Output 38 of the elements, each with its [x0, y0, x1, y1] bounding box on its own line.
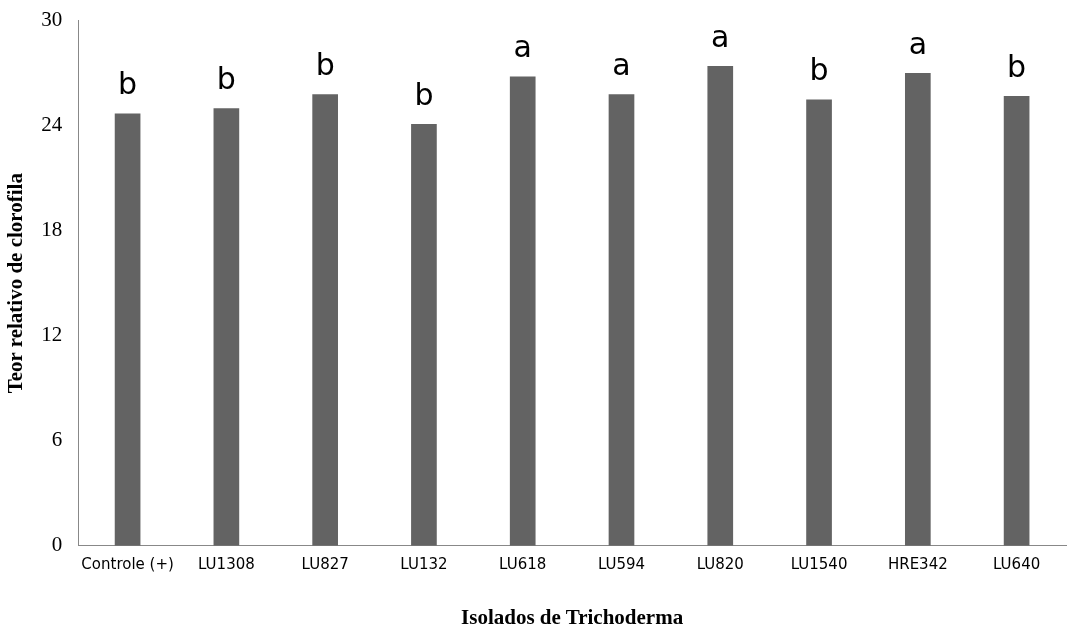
bar — [904, 73, 931, 546]
y-axis-title: Teor relativo de clorofila — [3, 172, 28, 394]
x-tick-label: LU1540 — [790, 554, 848, 573]
y-tick-label: 12 — [41, 322, 63, 347]
y-tick-label: 24 — [41, 112, 63, 137]
annotation: b — [809, 52, 829, 88]
annotation: a — [513, 29, 532, 65]
bar — [1003, 95, 1030, 546]
x-tick-label: LU618 — [499, 554, 547, 573]
x-tick-label: HRE342 — [887, 554, 948, 573]
y-tick-label: 0 — [51, 532, 63, 557]
bar — [707, 66, 734, 546]
x-axis-title: Isolados de Trichoderma — [461, 604, 684, 629]
bar — [213, 108, 240, 546]
annotation: b — [118, 66, 138, 102]
annotation: a — [612, 46, 631, 82]
annotation: b — [315, 46, 335, 82]
x-tick-label: LU820 — [696, 554, 744, 573]
x-tick-label: LU827 — [301, 554, 349, 573]
annotation: a — [711, 18, 730, 54]
bar — [608, 94, 635, 546]
y-tick-label: 30 — [41, 7, 63, 32]
x-tick-label: LU132 — [400, 554, 448, 573]
y-tick-label: 18 — [41, 217, 63, 242]
annotation: a — [908, 25, 928, 61]
x-tick-label: LU594 — [597, 554, 646, 573]
annotation: b — [1007, 48, 1027, 84]
bar — [509, 76, 536, 546]
x-tick-label: LU1308 — [197, 554, 255, 573]
bar — [312, 94, 338, 546]
x-tick-label: LU640 — [992, 554, 1041, 573]
annotation: b — [414, 76, 434, 112]
annotation: b — [216, 60, 236, 96]
y-tick-label: 6 — [51, 427, 63, 452]
bar — [806, 99, 832, 546]
bar — [114, 113, 141, 546]
x-tick-label: Controle (+) — [81, 554, 174, 573]
bar — [411, 123, 437, 546]
